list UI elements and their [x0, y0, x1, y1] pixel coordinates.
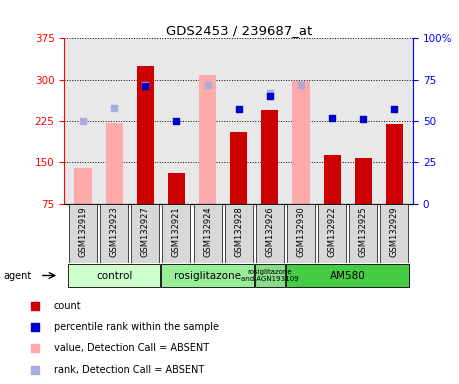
Point [266, 90, 274, 96]
FancyBboxPatch shape [162, 204, 190, 263]
Bar [324, 155, 341, 204]
Bar [137, 66, 154, 204]
Bar [74, 168, 91, 204]
Text: GSM132924: GSM132924 [203, 207, 212, 257]
Bar [386, 124, 403, 204]
FancyBboxPatch shape [131, 204, 159, 263]
Text: control: control [96, 270, 132, 281]
Text: GSM132919: GSM132919 [78, 207, 88, 257]
Bar [261, 110, 279, 204]
Point [32, 303, 39, 310]
Point [141, 81, 149, 88]
Text: GSM132926: GSM132926 [265, 207, 274, 257]
FancyBboxPatch shape [256, 204, 284, 263]
FancyBboxPatch shape [255, 264, 285, 287]
FancyBboxPatch shape [162, 264, 254, 287]
Point [32, 366, 39, 372]
Point [173, 118, 180, 124]
Point [204, 81, 211, 88]
Bar [199, 75, 216, 204]
Point [32, 324, 39, 330]
Text: GSM132921: GSM132921 [172, 207, 181, 257]
FancyBboxPatch shape [286, 264, 409, 287]
FancyBboxPatch shape [224, 204, 253, 263]
Text: GSM132927: GSM132927 [141, 207, 150, 257]
Text: agent: agent [3, 270, 32, 281]
Bar [230, 132, 247, 204]
Point [329, 114, 336, 121]
Point [359, 116, 367, 122]
FancyBboxPatch shape [68, 264, 160, 287]
Text: rank, Detection Call = ABSENT: rank, Detection Call = ABSENT [54, 364, 204, 375]
Text: value, Detection Call = ABSENT: value, Detection Call = ABSENT [54, 343, 209, 354]
Point [297, 81, 305, 88]
FancyBboxPatch shape [381, 204, 409, 263]
Text: rosiglitazone: rosiglitazone [174, 270, 241, 281]
Text: rosiglitazone
and AGN193109: rosiglitazone and AGN193109 [241, 269, 299, 282]
Text: AM580: AM580 [330, 270, 365, 281]
Text: percentile rank within the sample: percentile rank within the sample [54, 322, 219, 333]
Bar [292, 81, 309, 204]
FancyBboxPatch shape [194, 204, 222, 263]
Point [391, 106, 398, 113]
FancyBboxPatch shape [100, 204, 128, 263]
Point [141, 83, 149, 89]
Text: GSM132923: GSM132923 [110, 207, 118, 257]
Bar [168, 173, 185, 204]
Text: count: count [54, 301, 82, 311]
Bar [106, 122, 123, 204]
Point [235, 106, 242, 113]
FancyBboxPatch shape [69, 204, 97, 263]
Text: GSM132925: GSM132925 [359, 207, 368, 257]
Text: GSM132928: GSM132928 [234, 207, 243, 257]
FancyBboxPatch shape [287, 204, 315, 263]
Title: GDS2453 / 239687_at: GDS2453 / 239687_at [166, 24, 312, 37]
Text: GSM132922: GSM132922 [328, 207, 336, 257]
Point [266, 93, 274, 99]
Text: GSM132930: GSM132930 [297, 207, 306, 257]
Text: GSM132929: GSM132929 [390, 207, 399, 257]
FancyBboxPatch shape [318, 204, 346, 263]
FancyBboxPatch shape [349, 204, 377, 263]
Point [111, 105, 118, 111]
Point [79, 118, 87, 124]
Point [32, 346, 39, 352]
Bar [355, 158, 372, 204]
